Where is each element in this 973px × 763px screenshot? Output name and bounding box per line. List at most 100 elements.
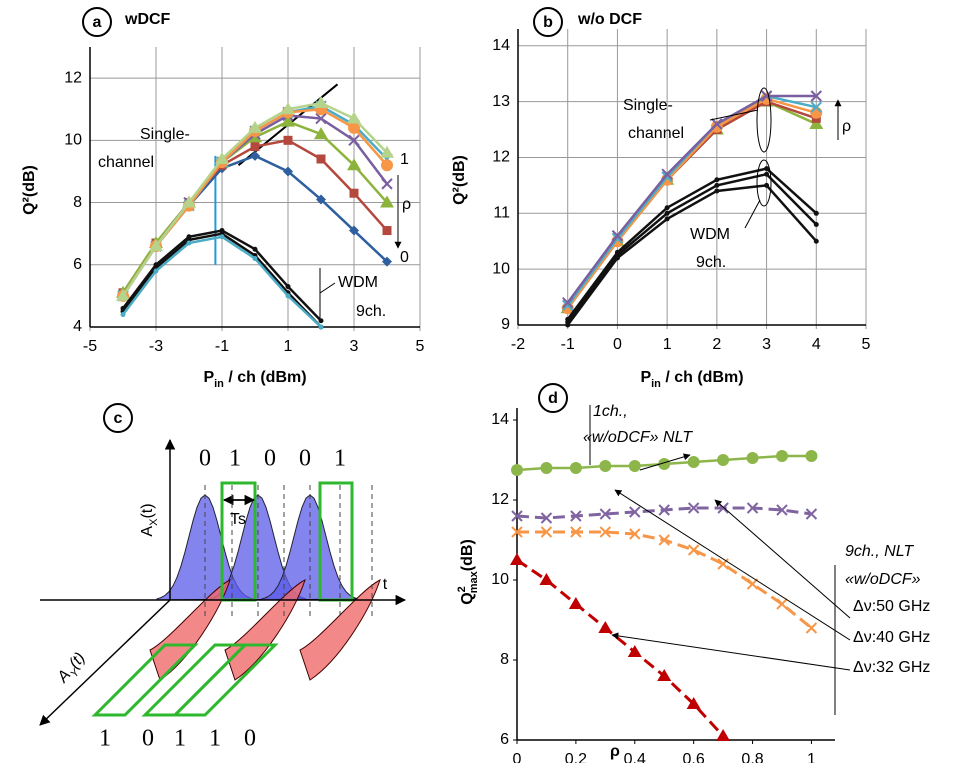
annotation: Δν:50 GHz [853, 598, 930, 615]
panel-badge [103, 403, 133, 433]
data-point [714, 182, 720, 188]
data-point [381, 159, 393, 172]
data-point [657, 669, 672, 681]
x-axis-label-part: / ch (dBm) [661, 369, 744, 386]
annotation: Δν:40 GHz [853, 629, 930, 646]
annotation: 1 [400, 151, 409, 168]
data-point [316, 194, 326, 205]
x-tick-label: 1 [284, 338, 293, 355]
data-point [382, 226, 392, 236]
annotation: 9ch. [696, 254, 726, 271]
y-tick-label: 10 [492, 260, 510, 277]
data-point [315, 112, 327, 125]
ax-label-part: (t) [139, 503, 156, 518]
data-point [318, 324, 324, 330]
data-point [252, 256, 258, 262]
panel-badge [82, 7, 112, 37]
data-point [714, 177, 720, 183]
data-point [658, 458, 671, 470]
x-tick-label: -3 [149, 338, 163, 355]
annotation-line [639, 453, 691, 471]
bit-x: 0 [264, 446, 276, 472]
panel-label: c [114, 410, 123, 427]
bit-slot [91, 643, 199, 717]
y-tick-label: 12 [491, 491, 509, 508]
y-tick-label: 14 [491, 411, 509, 428]
x-tick-label: 0.4 [624, 751, 646, 763]
bit-y: 1 [99, 726, 111, 752]
data-point [764, 171, 770, 177]
y-tick-label: 4 [73, 318, 82, 335]
y-axis-label-part: Q²(dB) [21, 165, 38, 215]
annotation: WDM [338, 274, 378, 291]
data-point [511, 526, 523, 538]
x-tick-label: -2 [511, 336, 525, 353]
data-point [281, 114, 295, 127]
data-point [511, 510, 523, 522]
bit-x: 0 [199, 446, 211, 472]
x-tick-label: 0.2 [565, 751, 587, 763]
data-point [283, 166, 293, 177]
x-axis-label-part: / ch (dBm) [224, 369, 307, 386]
data-point [568, 597, 583, 609]
data-point [805, 622, 818, 634]
bit-y: 0 [244, 726, 256, 752]
series-line [517, 530, 813, 630]
data-point [805, 450, 818, 462]
y-tick-label: 10 [491, 571, 509, 588]
pulse-y [224, 579, 306, 681]
data-point [510, 553, 524, 565]
chart-title: wDCF [124, 11, 171, 28]
x-tick-label: -1 [561, 336, 575, 353]
x-tick-label: 5 [862, 336, 871, 353]
pulse-y [149, 579, 231, 681]
data-point [717, 454, 730, 466]
data-point [776, 598, 788, 610]
data-point [349, 225, 359, 236]
data-point [746, 502, 759, 514]
data-point [810, 101, 822, 113]
data-point [382, 256, 392, 267]
pulse-y [299, 579, 381, 681]
y-axis-label-part: Q [459, 592, 476, 604]
annotation: channel [628, 125, 684, 142]
data-point [627, 645, 642, 657]
annotation: Single- [623, 97, 673, 114]
data-point [658, 504, 670, 516]
panel-badge [538, 383, 568, 413]
chart-title: w/o DCF [577, 11, 642, 28]
x-tick-label: 0 [613, 336, 622, 353]
series-line [566, 172, 818, 323]
x-tick-label: 1 [663, 336, 672, 353]
annotation: Single- [140, 126, 190, 143]
annotation-line [709, 109, 759, 121]
data-point [540, 462, 553, 474]
series-line [566, 184, 818, 325]
annotation: ρ [402, 196, 411, 213]
data-point [347, 111, 361, 124]
data-point [283, 135, 293, 145]
y-axis-label: Q²(dB) [21, 165, 38, 215]
data-point [120, 312, 126, 318]
data-point [716, 729, 731, 741]
ax-label-part: A [139, 526, 156, 537]
data-point [687, 456, 700, 468]
y-axis-label-part: (dB) [459, 539, 476, 571]
data-point [813, 210, 819, 216]
data-point [810, 90, 822, 102]
data-point [813, 238, 819, 244]
data-point [813, 221, 819, 227]
data-point [381, 178, 393, 190]
panel-label: a [93, 14, 102, 31]
annotation: 9ch. [356, 303, 386, 320]
y-tick-label: 10 [64, 132, 82, 149]
data-point [599, 460, 612, 472]
y-tick-label: 12 [492, 149, 510, 166]
data-point [629, 506, 641, 518]
panel-badge [533, 7, 563, 37]
annotation: Δν:32 GHz [853, 659, 930, 676]
x-axis-label-part: in [214, 378, 224, 390]
series-line [517, 558, 725, 738]
data-point [252, 246, 258, 252]
x-axis-label-part: in [651, 378, 661, 390]
